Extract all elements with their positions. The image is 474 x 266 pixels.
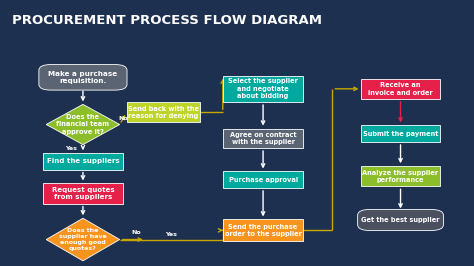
Text: Send back with the
reason for denying: Send back with the reason for denying: [128, 106, 199, 119]
Text: Yes: Yes: [65, 146, 77, 151]
Text: Submit the payment: Submit the payment: [363, 131, 438, 137]
Text: Purchase approval: Purchase approval: [228, 177, 298, 183]
Text: PROCUREMENT PROCESS FLOW DIAGRAM: PROCUREMENT PROCESS FLOW DIAGRAM: [12, 14, 322, 27]
Text: Does the
supplier have
enough good
quotes?: Does the supplier have enough good quote…: [59, 228, 107, 251]
FancyBboxPatch shape: [223, 171, 303, 188]
Text: Find the suppliers: Find the suppliers: [46, 158, 119, 164]
FancyBboxPatch shape: [357, 210, 444, 230]
Text: Select the supplier
and negotiate
about bidding: Select the supplier and negotiate about …: [228, 78, 298, 99]
Text: Does the
financial team
approve it?: Does the financial team approve it?: [56, 114, 109, 135]
Text: Agree on contract
with the supplier: Agree on contract with the supplier: [230, 132, 296, 145]
FancyBboxPatch shape: [223, 128, 303, 148]
FancyBboxPatch shape: [43, 153, 123, 170]
Text: Receive an
invoice and order: Receive an invoice and order: [368, 82, 433, 95]
Text: Yes: Yes: [165, 232, 177, 238]
Text: Make a purchase
requisition.: Make a purchase requisition.: [48, 70, 118, 84]
Text: No: No: [131, 230, 141, 235]
FancyBboxPatch shape: [127, 102, 200, 122]
FancyBboxPatch shape: [361, 166, 439, 186]
FancyBboxPatch shape: [223, 219, 303, 241]
FancyBboxPatch shape: [43, 183, 123, 204]
Text: No: No: [118, 116, 128, 121]
FancyBboxPatch shape: [361, 125, 439, 142]
Polygon shape: [46, 104, 119, 145]
Text: Analyze the supplier
performance: Analyze the supplier performance: [363, 169, 438, 183]
Text: Get the best supplier: Get the best supplier: [361, 217, 440, 223]
Text: Request quotes
from suppliers: Request quotes from suppliers: [52, 187, 114, 200]
FancyBboxPatch shape: [361, 79, 439, 99]
FancyBboxPatch shape: [223, 76, 303, 102]
FancyBboxPatch shape: [39, 65, 127, 90]
Text: Send the purchase
order to the supplier: Send the purchase order to the supplier: [225, 224, 301, 237]
Polygon shape: [46, 218, 119, 261]
